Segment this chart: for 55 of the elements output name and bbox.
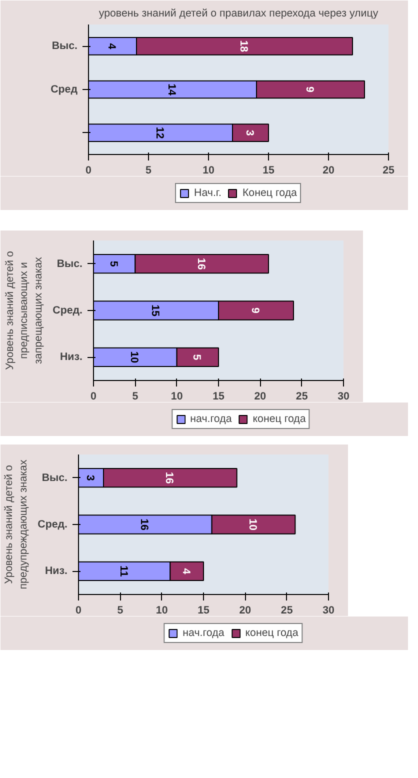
x-tick-label: 15 <box>212 390 224 402</box>
legend-label: нач.года <box>190 413 232 425</box>
y-tick-label: Сред. <box>52 304 83 316</box>
x-tick-label: 10 <box>170 390 183 402</box>
data-label: 3 <box>244 130 256 136</box>
data-label: 18 <box>238 40 250 52</box>
data-label: 5 <box>190 354 203 360</box>
data-label: 16 <box>163 472 176 484</box>
x-tick-label: 0 <box>86 164 92 176</box>
y-tick-label: Низ. <box>60 351 83 364</box>
data-label: 15 <box>149 304 161 316</box>
data-label: 3 <box>84 474 96 481</box>
y-tick-label: Выс. <box>56 258 83 270</box>
data-label: 11 <box>117 566 130 577</box>
x-tick-label: 25 <box>280 604 293 616</box>
legend-label: Нач.г. <box>194 187 222 199</box>
data-label: 5 <box>107 260 120 267</box>
data-label: 12 <box>154 126 166 139</box>
x-tick-label: 30 <box>338 390 350 402</box>
x-tick-label: 15 <box>198 604 210 616</box>
legend-label: конец года <box>245 627 298 639</box>
legend-label: конец года <box>252 413 306 425</box>
y-tick-label: Сред. <box>38 518 68 530</box>
x-tick-label: 25 <box>382 164 394 176</box>
x-tick-label: 5 <box>132 390 138 402</box>
x-tick-label: 15 <box>262 164 274 176</box>
x-tick-label: 5 <box>117 604 124 616</box>
data-label: 9 <box>249 308 261 314</box>
legend-label: Конец года <box>242 187 297 199</box>
data-label: 14 <box>166 84 178 96</box>
x-tick-label: 25 <box>296 390 308 402</box>
y-tick-label: Низ. <box>44 565 68 578</box>
data-label: 10 <box>246 518 258 530</box>
x-tick-label: 0 <box>90 390 97 402</box>
chart-title: уровень знаний детей о правилах перехода через улицу <box>98 8 379 20</box>
x-tick-label: 5 <box>146 164 152 176</box>
x-tick-label: 20 <box>254 390 266 402</box>
y-tick-label: Выс. <box>42 472 68 484</box>
x-tick-label: 0 <box>76 604 82 616</box>
x-tick-label: 10 <box>156 604 168 616</box>
legend-label: нач.года <box>182 627 224 639</box>
data-label: 4 <box>106 43 118 50</box>
y-tick-label: Выс. <box>52 40 78 52</box>
x-tick-label: 20 <box>322 164 334 176</box>
y-axis-title: Уровень знаний детей о предписывающих и запрещающих знаках <box>4 251 45 370</box>
data-label: 16 <box>138 518 150 530</box>
y-tick-label: Сред <box>50 84 78 96</box>
x-tick-label: 20 <box>239 604 252 616</box>
data-label: 4 <box>180 568 192 574</box>
x-tick-label: 30 <box>322 604 334 616</box>
data-label: 9 <box>304 86 316 93</box>
data-label: 16 <box>194 258 207 270</box>
x-tick-label: 10 <box>202 164 214 176</box>
data-label: 10 <box>128 351 140 364</box>
y-axis-title: Уровень знаний детей о предупреждающих знаках <box>3 459 30 590</box>
